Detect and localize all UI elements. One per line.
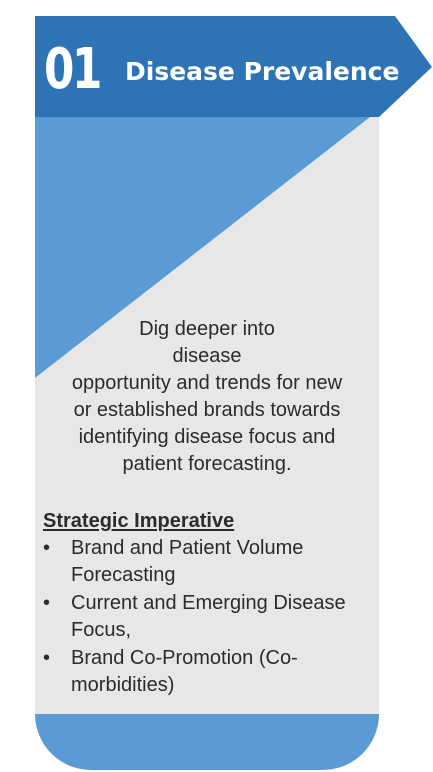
strategic-imperative-list: • Brand and Patient Volume Forecasting •… bbox=[43, 535, 373, 700]
bullet-icon: • bbox=[43, 647, 51, 669]
description-line: Dig deeper into bbox=[139, 318, 275, 340]
description-line: disease bbox=[172, 345, 242, 367]
strategic-imperative-heading: Strategic Imperative bbox=[43, 510, 235, 532]
section-title: Disease Prevalence bbox=[125, 57, 400, 86]
list-item: • Brand and Patient Volume Forecasting bbox=[43, 535, 373, 589]
list-item-label: Brand Co-Promotion (Co-morbidities) bbox=[71, 647, 298, 696]
list-item: • Current and Emerging Disease Focus, bbox=[43, 590, 373, 644]
bullet-icon: • bbox=[43, 537, 51, 559]
description-line: patient forecasting. bbox=[122, 453, 292, 475]
description-line: opportunity and trends for new bbox=[71, 372, 343, 394]
list-item-label: Brand and Patient Volume Forecasting bbox=[71, 537, 304, 586]
section-description: Dig deeper into disease opportunity and … bbox=[36, 316, 378, 478]
description-line: identifying disease focus and bbox=[78, 426, 336, 448]
list-item: • Brand Co-Promotion (Co-morbidities) bbox=[43, 645, 373, 699]
card-bottom-cap bbox=[35, 714, 379, 770]
list-item-label: Current and Emerging Disease Focus, bbox=[71, 592, 346, 641]
description-line: or established brands towards bbox=[73, 399, 341, 421]
section-number: 01 bbox=[44, 37, 102, 102]
bullet-icon: • bbox=[43, 592, 51, 614]
header-arrow-banner bbox=[35, 16, 432, 117]
diagonal-accent-triangle bbox=[35, 110, 379, 378]
